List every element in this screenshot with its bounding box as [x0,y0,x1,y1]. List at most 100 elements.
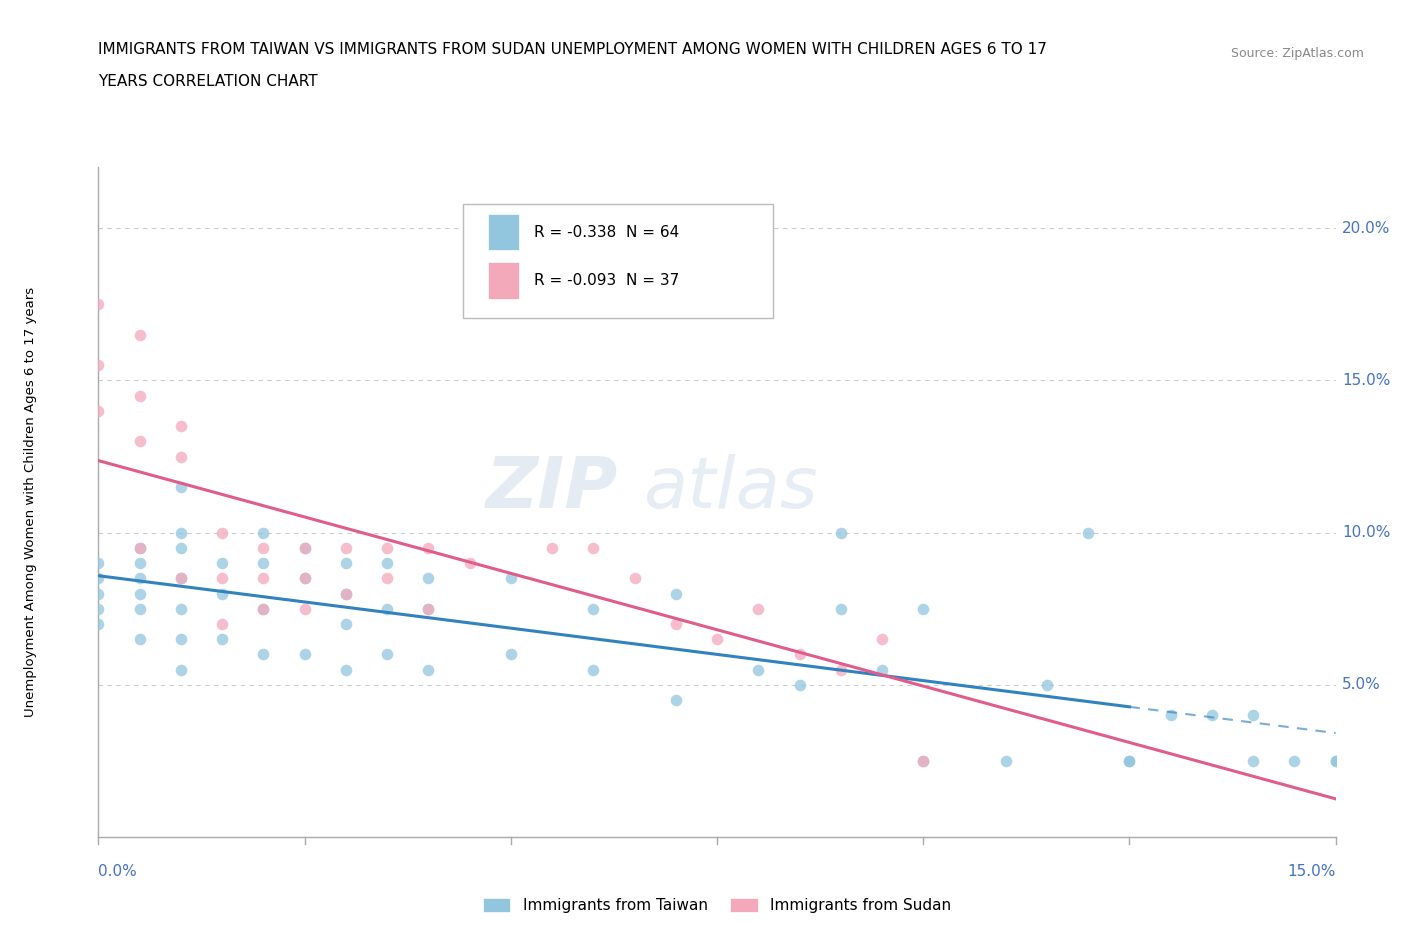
Point [211,586,233,601]
Point [252,602,274,617]
Text: ZIP: ZIP [486,455,619,524]
Point [252,525,274,540]
Point [458,555,481,570]
Point [789,647,811,662]
Point [87,571,110,586]
Text: atlas: atlas [643,455,817,524]
Point [170,631,193,646]
Point [335,540,357,555]
Point [170,525,193,540]
Point [294,571,316,586]
Point [582,602,605,617]
Point [870,631,893,646]
Point [499,267,522,282]
Point [1160,708,1182,723]
Point [747,662,769,677]
Text: 20.0%: 20.0% [1341,220,1391,236]
Point [294,602,316,617]
Text: R = -0.093  N = 37: R = -0.093 N = 37 [534,272,679,287]
Point [128,388,150,403]
Point [252,555,274,570]
Point [541,540,564,555]
Point [87,297,110,312]
Point [830,525,852,540]
Point [87,555,110,570]
Text: R = -0.338  N = 64: R = -0.338 N = 64 [534,224,679,240]
Point [335,586,357,601]
Point [211,555,233,570]
Point [335,586,357,601]
Point [994,753,1017,768]
Point [335,662,357,677]
Bar [488,262,519,299]
Point [1118,753,1140,768]
Point [1118,753,1140,768]
Point [170,480,193,495]
Point [375,540,398,555]
Point [870,662,893,677]
Point [128,327,150,342]
Point [252,571,274,586]
Point [1241,753,1264,768]
Point [170,418,193,433]
Point [87,617,110,631]
Point [912,602,935,617]
Point [418,602,440,617]
Point [128,631,150,646]
Text: YEARS CORRELATION CHART: YEARS CORRELATION CHART [98,74,318,89]
Point [912,753,935,768]
Point [87,358,110,373]
Point [582,662,605,677]
Point [211,525,233,540]
Point [170,571,193,586]
Point [1241,708,1264,723]
Text: Unemployment Among Women with Children Ages 6 to 17 years: Unemployment Among Women with Children A… [24,287,37,717]
Point [499,647,522,662]
Bar [488,214,519,250]
Point [211,631,233,646]
Point [211,617,233,631]
Point [665,586,688,601]
Point [170,449,193,464]
Point [830,662,852,677]
Point [294,647,316,662]
Text: Source: ZipAtlas.com: Source: ZipAtlas.com [1230,46,1364,60]
Point [1201,708,1223,723]
Point [665,617,688,631]
Point [252,540,274,555]
Point [211,571,233,586]
Point [375,602,398,617]
Point [128,602,150,617]
Point [128,571,150,586]
Point [418,602,440,617]
Point [1284,753,1306,768]
Point [706,631,728,646]
Point [170,540,193,555]
Text: 15.0%: 15.0% [1288,864,1336,879]
Point [1324,753,1347,768]
Point [87,404,110,418]
Point [252,647,274,662]
Point [294,571,316,586]
Point [582,540,605,555]
Legend: Immigrants from Taiwan, Immigrants from Sudan: Immigrants from Taiwan, Immigrants from … [478,894,956,918]
Point [747,602,769,617]
Point [418,662,440,677]
Point [335,617,357,631]
Point [375,571,398,586]
Point [830,602,852,617]
Point [665,693,688,708]
Text: 15.0%: 15.0% [1341,373,1391,388]
Point [375,647,398,662]
Point [294,540,316,555]
Point [128,434,150,449]
Point [294,540,316,555]
Text: 10.0%: 10.0% [1341,525,1391,540]
Point [1036,677,1059,692]
Point [170,571,193,586]
Point [1077,525,1099,540]
Point [418,540,440,555]
Point [128,540,150,555]
Point [170,602,193,617]
Point [623,571,645,586]
